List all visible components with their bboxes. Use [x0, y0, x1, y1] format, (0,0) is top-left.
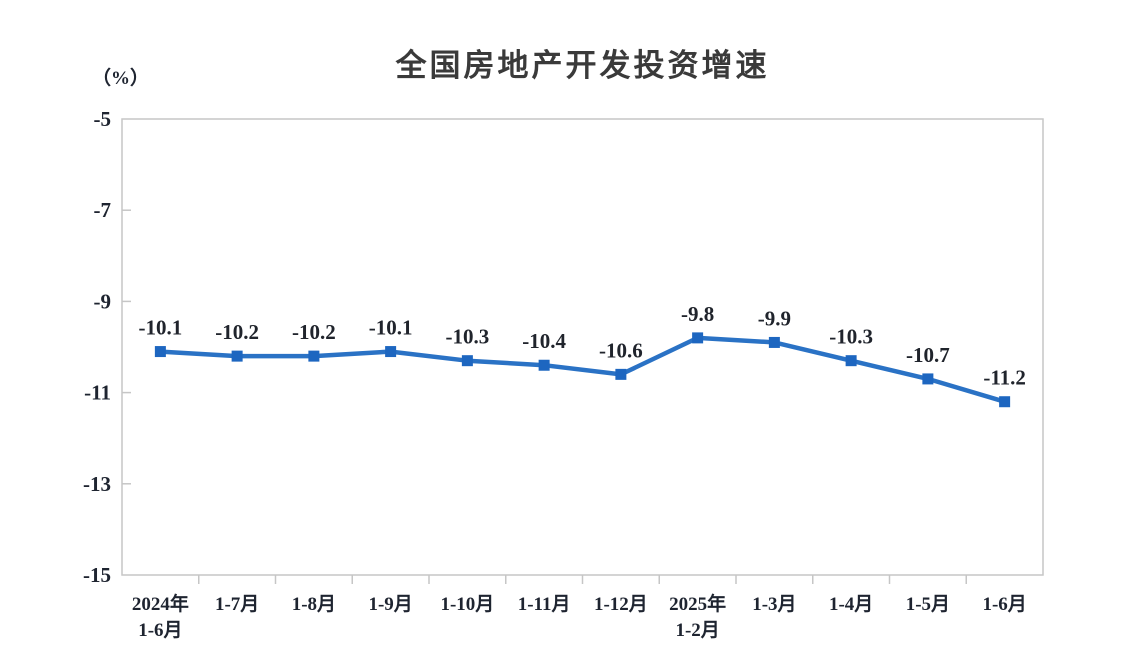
- plot-border: [121, 118, 1044, 576]
- y-tick-label: -9: [94, 289, 112, 313]
- x-category-label: 1-12月: [594, 594, 648, 615]
- x-category-label: 1-11月: [518, 594, 571, 615]
- x-category-label: 2024年: [132, 592, 189, 615]
- data-point-label: -10.1: [369, 316, 413, 340]
- data-point-label: -10.6: [599, 338, 643, 362]
- x-category-label-line2: 1-6月: [138, 620, 182, 641]
- x-category-label: 1-9月: [368, 594, 412, 615]
- data-point-marker: [845, 355, 857, 367]
- data-point-label: -10.4: [522, 329, 566, 353]
- data-point-marker: [385, 346, 397, 358]
- x-category-label: 1-8月: [292, 594, 336, 615]
- data-point-label: -10.7: [906, 343, 950, 367]
- y-axis-unit-label: （%）: [92, 68, 150, 89]
- data-point-marker: [538, 359, 550, 371]
- data-point-label: -11.2: [983, 366, 1026, 390]
- data-point-marker: [999, 396, 1011, 408]
- data-point-marker: [615, 368, 627, 380]
- data-point-marker: [461, 355, 473, 367]
- data-point-marker: [922, 373, 934, 385]
- x-category-label: 1-10月: [440, 594, 494, 615]
- x-category-label: 1-3月: [752, 594, 796, 615]
- data-point-label: -10.3: [829, 325, 873, 349]
- x-category-label: 1-5月: [906, 594, 950, 615]
- y-tick-label: -7: [94, 198, 112, 222]
- x-category-label: 2025年: [669, 592, 726, 615]
- data-point-label: -10.2: [292, 320, 336, 344]
- y-tick-label: -5: [94, 107, 112, 131]
- data-point-marker: [154, 346, 166, 358]
- chart-title: 全国房地产开发投资增速: [395, 48, 770, 83]
- data-point-label: -10.3: [446, 325, 490, 349]
- x-category-label: 1-4月: [829, 594, 873, 615]
- y-tick-label: -11: [84, 381, 111, 405]
- x-category-label: 1-7月: [215, 594, 259, 615]
- x-category-label-line2: 1-2月: [675, 620, 719, 641]
- data-point-label: -10.2: [215, 320, 259, 344]
- data-point-marker: [692, 332, 704, 344]
- y-tick-label: -15: [83, 563, 111, 587]
- y-tick-label: -13: [83, 472, 111, 496]
- data-point-marker: [231, 350, 243, 362]
- data-point-label: -9.8: [681, 302, 714, 326]
- data-point-marker: [308, 350, 320, 362]
- data-point-marker: [768, 336, 780, 348]
- data-point-label: -9.9: [758, 306, 791, 330]
- data-point-label: -10.1: [139, 316, 183, 340]
- x-category-label: 1-6月: [982, 594, 1026, 615]
- data-series-line: [158, 335, 1007, 404]
